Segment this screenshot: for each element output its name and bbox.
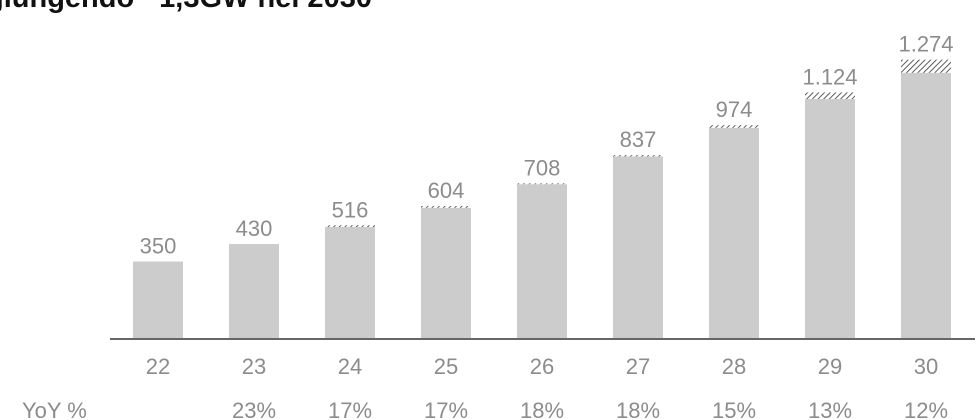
yoy-27: 18% xyxy=(616,398,660,420)
x-tick-24: 24 xyxy=(338,354,362,379)
yoy-29: 13% xyxy=(808,398,852,420)
yoy-30: 12% xyxy=(904,398,948,420)
value-label-26: 708 xyxy=(524,155,561,180)
value-label-24: 516 xyxy=(332,197,369,222)
bar-27 xyxy=(613,156,663,338)
value-label-23: 430 xyxy=(236,216,273,241)
bar-hatch-26 xyxy=(517,183,567,185)
x-tick-labels: 22 23 24 25 26 27 28 29 30 xyxy=(146,354,938,379)
x-tick-25: 25 xyxy=(434,354,458,379)
bars-group: 350 430 516 604 708 837 974 1.124 1.274 xyxy=(133,32,954,338)
bar-hatch-25 xyxy=(421,206,471,208)
yoy-24: 17% xyxy=(328,398,372,420)
x-tick-23: 23 xyxy=(242,354,266,379)
yoy-25: 17% xyxy=(424,398,468,420)
bar-hatch-24 xyxy=(325,225,375,228)
yoy-28: 15% xyxy=(712,398,756,420)
bar-hatch-27 xyxy=(613,155,663,157)
x-tick-28: 28 xyxy=(722,354,746,379)
bar-hatch-29 xyxy=(805,92,855,99)
yoy-26: 18% xyxy=(520,398,564,420)
bar-22 xyxy=(133,261,183,338)
value-label-27: 837 xyxy=(620,127,657,152)
bar-29 xyxy=(805,98,855,338)
bar-hatch-28 xyxy=(709,125,759,128)
bar-hatch-30 xyxy=(901,59,951,73)
bar-30 xyxy=(901,72,951,338)
x-tick-22: 22 xyxy=(146,354,170,379)
yoy-row-label: YoY % xyxy=(22,398,87,420)
value-label-29: 1.124 xyxy=(802,64,857,89)
x-tick-30: 30 xyxy=(914,354,938,379)
value-label-28: 974 xyxy=(716,97,753,122)
x-tick-27: 27 xyxy=(626,354,650,379)
bar-26 xyxy=(517,184,567,338)
value-label-25: 604 xyxy=(428,178,465,203)
value-label-30: 1.274 xyxy=(898,32,953,57)
yoy-23: 23% xyxy=(232,398,276,420)
value-label-22: 350 xyxy=(140,234,177,259)
bar-28 xyxy=(709,127,759,338)
yoy-values: 23% 17% 17% 18% 18% 15% 13% 12% xyxy=(232,398,948,420)
bar-24 xyxy=(325,227,375,338)
bar-25 xyxy=(421,207,471,338)
bar-23 xyxy=(229,244,279,338)
chart-title: giungendo ~1,3GW nel 2030 xyxy=(0,0,372,15)
x-tick-29: 29 xyxy=(818,354,842,379)
x-tick-26: 26 xyxy=(530,354,554,379)
